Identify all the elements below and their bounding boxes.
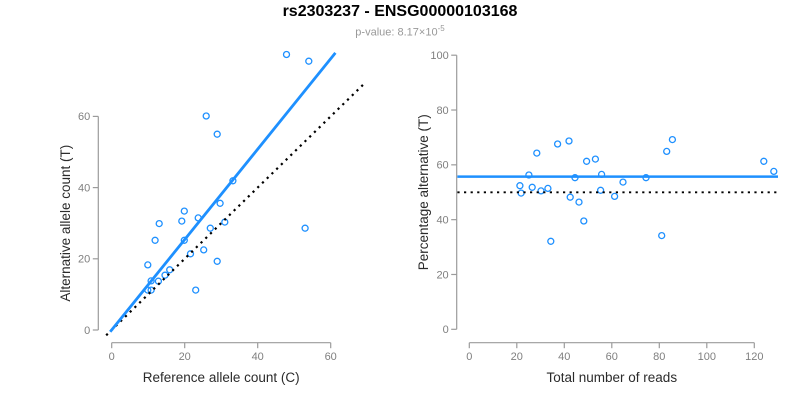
data-point bbox=[533, 149, 541, 157]
figure-subtitle: p-value: 8.17×10-5 bbox=[0, 24, 800, 39]
data-point bbox=[663, 147, 671, 156]
right-x-tick-label: 60 bbox=[606, 351, 618, 363]
data-point bbox=[760, 157, 768, 165]
data-point bbox=[301, 224, 309, 232]
data-point bbox=[770, 167, 778, 176]
data-point bbox=[537, 187, 545, 195]
data-point bbox=[155, 219, 163, 228]
data-point bbox=[619, 178, 627, 186]
data-point bbox=[147, 286, 155, 294]
data-point bbox=[566, 193, 574, 201]
right-y-tick-label: 60 bbox=[436, 160, 448, 172]
data-point bbox=[305, 57, 313, 65]
right-y-axis-title: Percentage alternative (T) bbox=[416, 114, 431, 270]
right-y-tick-label: 100 bbox=[430, 50, 448, 62]
figure-title: rs2303237 - ENSG00000103168 bbox=[282, 3, 518, 20]
left-y-tick-label: 20 bbox=[78, 254, 90, 266]
data-point bbox=[610, 192, 619, 201]
data-point bbox=[282, 50, 291, 59]
data-point bbox=[200, 246, 208, 254]
data-point bbox=[575, 198, 583, 206]
data-point bbox=[525, 171, 533, 179]
right-x-tick-label: 120 bbox=[745, 351, 763, 363]
data-point bbox=[161, 271, 169, 279]
left-y-tick-label: 0 bbox=[84, 325, 90, 337]
pvalue-exponent: -5 bbox=[437, 24, 445, 33]
data-point bbox=[547, 237, 555, 245]
data-point bbox=[596, 186, 605, 194]
pvalue-text: p-value: 8.17×10 bbox=[355, 26, 438, 39]
regression-line bbox=[109, 52, 337, 333]
right-x-axis-title: Total number of reads bbox=[547, 370, 678, 385]
data-point bbox=[144, 261, 152, 269]
left-x-tick-label: 0 bbox=[109, 351, 115, 363]
data-point bbox=[580, 217, 588, 225]
data-point bbox=[202, 112, 210, 120]
data-point bbox=[213, 130, 221, 138]
data-point bbox=[553, 140, 562, 148]
right-y-tick-label: 80 bbox=[436, 105, 448, 117]
right-x-tick-label: 20 bbox=[511, 351, 523, 363]
left-x-tick-label: 40 bbox=[252, 351, 264, 363]
data-point bbox=[151, 236, 159, 244]
data-point bbox=[147, 277, 155, 285]
data-point bbox=[206, 224, 214, 232]
data-point bbox=[186, 250, 195, 258]
left-x-tick-label: 60 bbox=[325, 351, 337, 363]
data-point bbox=[591, 155, 600, 163]
data-point bbox=[565, 137, 573, 145]
data-point bbox=[178, 217, 186, 225]
right-x-tick-label: 40 bbox=[558, 351, 570, 363]
data-point bbox=[192, 286, 200, 294]
data-point bbox=[216, 199, 224, 207]
right-x-tick-label: 0 bbox=[466, 351, 472, 363]
identity-line bbox=[105, 82, 366, 337]
data-point bbox=[180, 207, 188, 215]
right-x-tick-label: 80 bbox=[653, 351, 665, 363]
left-x-axis-title: Reference allele count (C) bbox=[143, 370, 300, 385]
data-point bbox=[658, 231, 666, 240]
right-y-tick-label: 0 bbox=[443, 324, 449, 336]
data-point bbox=[213, 257, 221, 265]
right-y-tick-label: 40 bbox=[436, 214, 448, 226]
left-y-tick-label: 40 bbox=[78, 182, 90, 194]
left-y-tick-label: 60 bbox=[78, 111, 90, 123]
data-point bbox=[668, 135, 677, 144]
right-x-tick-label: 100 bbox=[698, 351, 716, 363]
left-y-axis-title: Alternative allele count (T) bbox=[58, 145, 73, 302]
data-point bbox=[180, 236, 188, 244]
data-point bbox=[528, 183, 536, 191]
right-y-tick-label: 20 bbox=[436, 269, 448, 281]
data-point bbox=[516, 182, 524, 190]
data-point bbox=[582, 157, 591, 165]
data-point bbox=[544, 184, 552, 193]
left-x-tick-label: 20 bbox=[179, 351, 191, 363]
